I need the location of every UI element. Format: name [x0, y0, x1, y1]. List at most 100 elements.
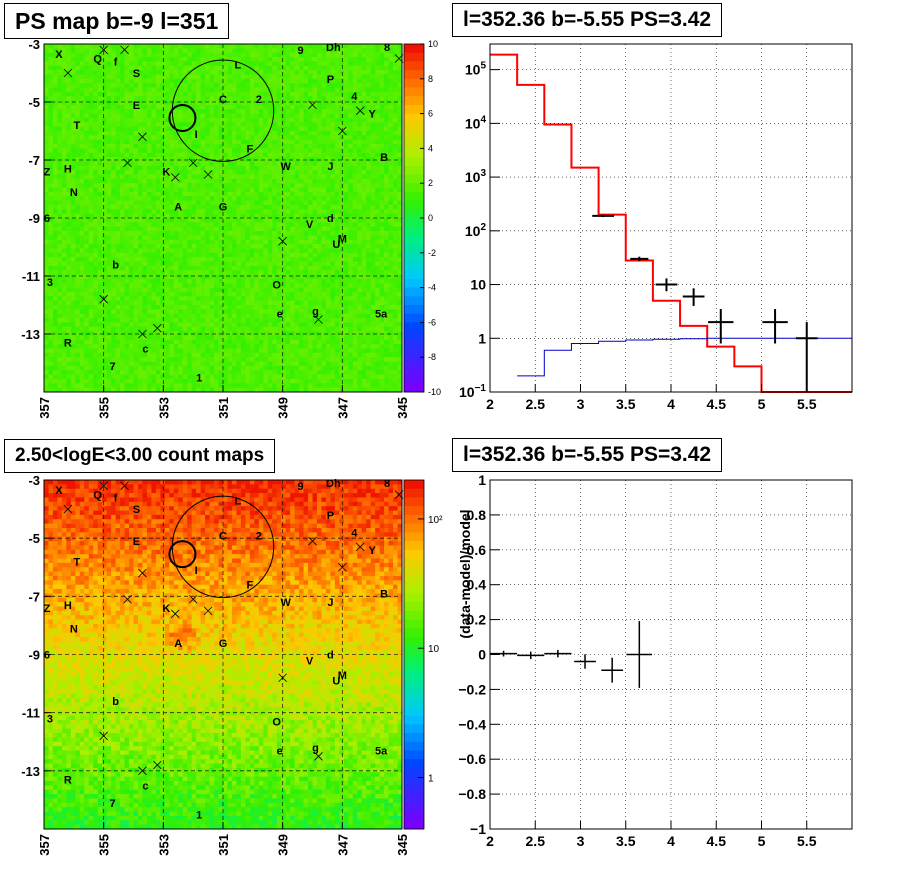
ps-map-palette-cell: [404, 183, 424, 192]
ps-map-palette-cell: [404, 166, 424, 175]
ps-map-y-tick-label: -5: [28, 95, 40, 110]
ps-map-x-tick-label: 353: [156, 397, 171, 419]
count-map-source-label: Y: [368, 545, 376, 557]
ps-map-source-label: Z: [44, 167, 51, 179]
ps-map-source-label: 7: [110, 361, 116, 373]
count-map-palette-cell: [404, 620, 424, 629]
ps-map-palette-cell: [404, 61, 424, 70]
count-map-source-label: S: [133, 504, 140, 516]
count-map-source-label: 7: [110, 798, 116, 810]
spectrum-x-tick-label: 4.5: [707, 396, 727, 412]
count-map-palette-cell: [404, 655, 424, 664]
count-map-palette-cell: [404, 550, 424, 559]
ps-map-source-label: f: [114, 56, 118, 68]
ps-map-y-tick-label: -11: [22, 269, 40, 284]
count-map-palette-cell: [404, 733, 424, 742]
count-map-source-label: A: [174, 638, 182, 650]
ps-map-source-label: P: [327, 74, 334, 86]
ps-map-palette-cell: [404, 235, 424, 244]
ps-map-source-label: 1: [196, 373, 202, 385]
ps-map-source-label: G: [219, 201, 228, 213]
residual-x-tick-label: 2: [486, 833, 494, 849]
count-map-palette-cell: [404, 750, 424, 759]
count-map-x-tick-label: 355: [97, 834, 112, 856]
count-map-title: 2.50<logE<3.00 count maps: [4, 439, 275, 473]
residual-x-tick-label: 3.5: [616, 833, 636, 849]
count-map-source-label: Q: [93, 490, 102, 502]
ps-map-palette-cell: [404, 357, 424, 366]
ps-map-palette-cell: [404, 96, 424, 105]
residual-y-tick-label: 1: [478, 472, 486, 488]
ps-map-y-tick-label: -9: [28, 211, 40, 226]
ps-map-source-label: I: [195, 129, 198, 141]
count-map-source-label: 3: [47, 713, 53, 725]
count-map-source-label: W: [280, 597, 291, 609]
count-map-source-label: R: [64, 775, 72, 787]
residual-y-tick-label: −0.6: [458, 751, 486, 767]
residual-x-tick-label: 2.5: [526, 833, 546, 849]
ps-map-source-label: U: [332, 239, 340, 251]
count-map-x-tick-label: 357: [37, 834, 52, 856]
count-map-source-label: d: [327, 650, 334, 662]
ps-map-source-label: A: [174, 201, 182, 213]
spectrum-model-source-line: [517, 338, 852, 376]
count-map-source-label: U: [332, 676, 340, 688]
residual-y-tick-label: −0.4: [458, 716, 486, 732]
count-map-palette-cell: [404, 611, 424, 620]
count-map-x-tick-label: 349: [276, 834, 291, 856]
ps-map-source-label: R: [64, 338, 72, 350]
count-map-y-tick-label: -5: [28, 531, 40, 546]
count-map-x-tick-label: 351: [216, 834, 231, 856]
ps-map-palette-label: 10: [428, 39, 438, 49]
count-map-palette-label: 1: [428, 774, 434, 785]
ps-map-palette-cell: [404, 114, 424, 123]
ps-map-y-tick-label: -7: [28, 153, 40, 168]
count-map-palette-cell: [404, 559, 424, 568]
ps-map-palette-cell: [404, 218, 424, 227]
residual-x-tick-label: 4: [667, 833, 675, 849]
ps-map-source-label: Y: [368, 109, 376, 121]
ps-map-palette-cell: [404, 314, 424, 323]
ps-map-source-label: 9: [298, 45, 304, 57]
count-map-source-label: J: [327, 597, 333, 609]
ps-map-source-label: O: [272, 280, 281, 292]
ps-map-y-tick-label: -3: [28, 37, 40, 52]
count-map-palette-cell: [404, 759, 424, 768]
count-map-palette-cell: [404, 506, 424, 515]
count-map-y-tick-label: -13: [21, 764, 40, 779]
ps-map-source-label: E: [133, 100, 140, 112]
ps-map-palette-label: -6: [428, 317, 436, 327]
ps-map-palette-cell: [404, 375, 424, 384]
count-map-palette-cell: [404, 716, 424, 725]
count-map-source-label: 9: [298, 481, 304, 493]
count-map-source-label: g: [312, 743, 319, 755]
spectrum-title: l=352.36 b=-5.55 PS=3.42: [452, 3, 722, 37]
residual-x-tick-label: 4.5: [707, 833, 727, 849]
residual-grid: [490, 480, 852, 829]
residual-x-tick-label: 5.5: [797, 833, 817, 849]
count-map-palette-cell: [404, 602, 424, 611]
ps-map-palette-cell: [404, 44, 424, 53]
count-map-palette-cell: [404, 663, 424, 672]
ps-map-palette-cell: [404, 383, 424, 392]
ps-map-palette-cell: [404, 322, 424, 331]
count-map-x-tick-label: 345: [395, 834, 410, 856]
count-map-palette-cell: [404, 794, 424, 803]
count-map-source-label: 6: [44, 650, 50, 662]
count-map-source-label: I: [195, 565, 198, 577]
count-map-source-label: b: [112, 696, 119, 708]
count-map-source-label: B: [380, 588, 388, 600]
ps-map-palette-label: 0: [428, 213, 433, 223]
ps-map-source-label: 5a: [375, 309, 388, 321]
ps-map-palette-cell: [404, 244, 424, 253]
count-map-palette-cell: [404, 567, 424, 576]
count-map-palette-cell: [404, 707, 424, 716]
spectrum-y-tick-label: 102: [465, 222, 487, 239]
spectrum-y-tick-label: 1: [478, 330, 486, 346]
count-map-palette-cell: [404, 637, 424, 646]
spectrum-y-tick-label: 10−1: [459, 383, 486, 400]
